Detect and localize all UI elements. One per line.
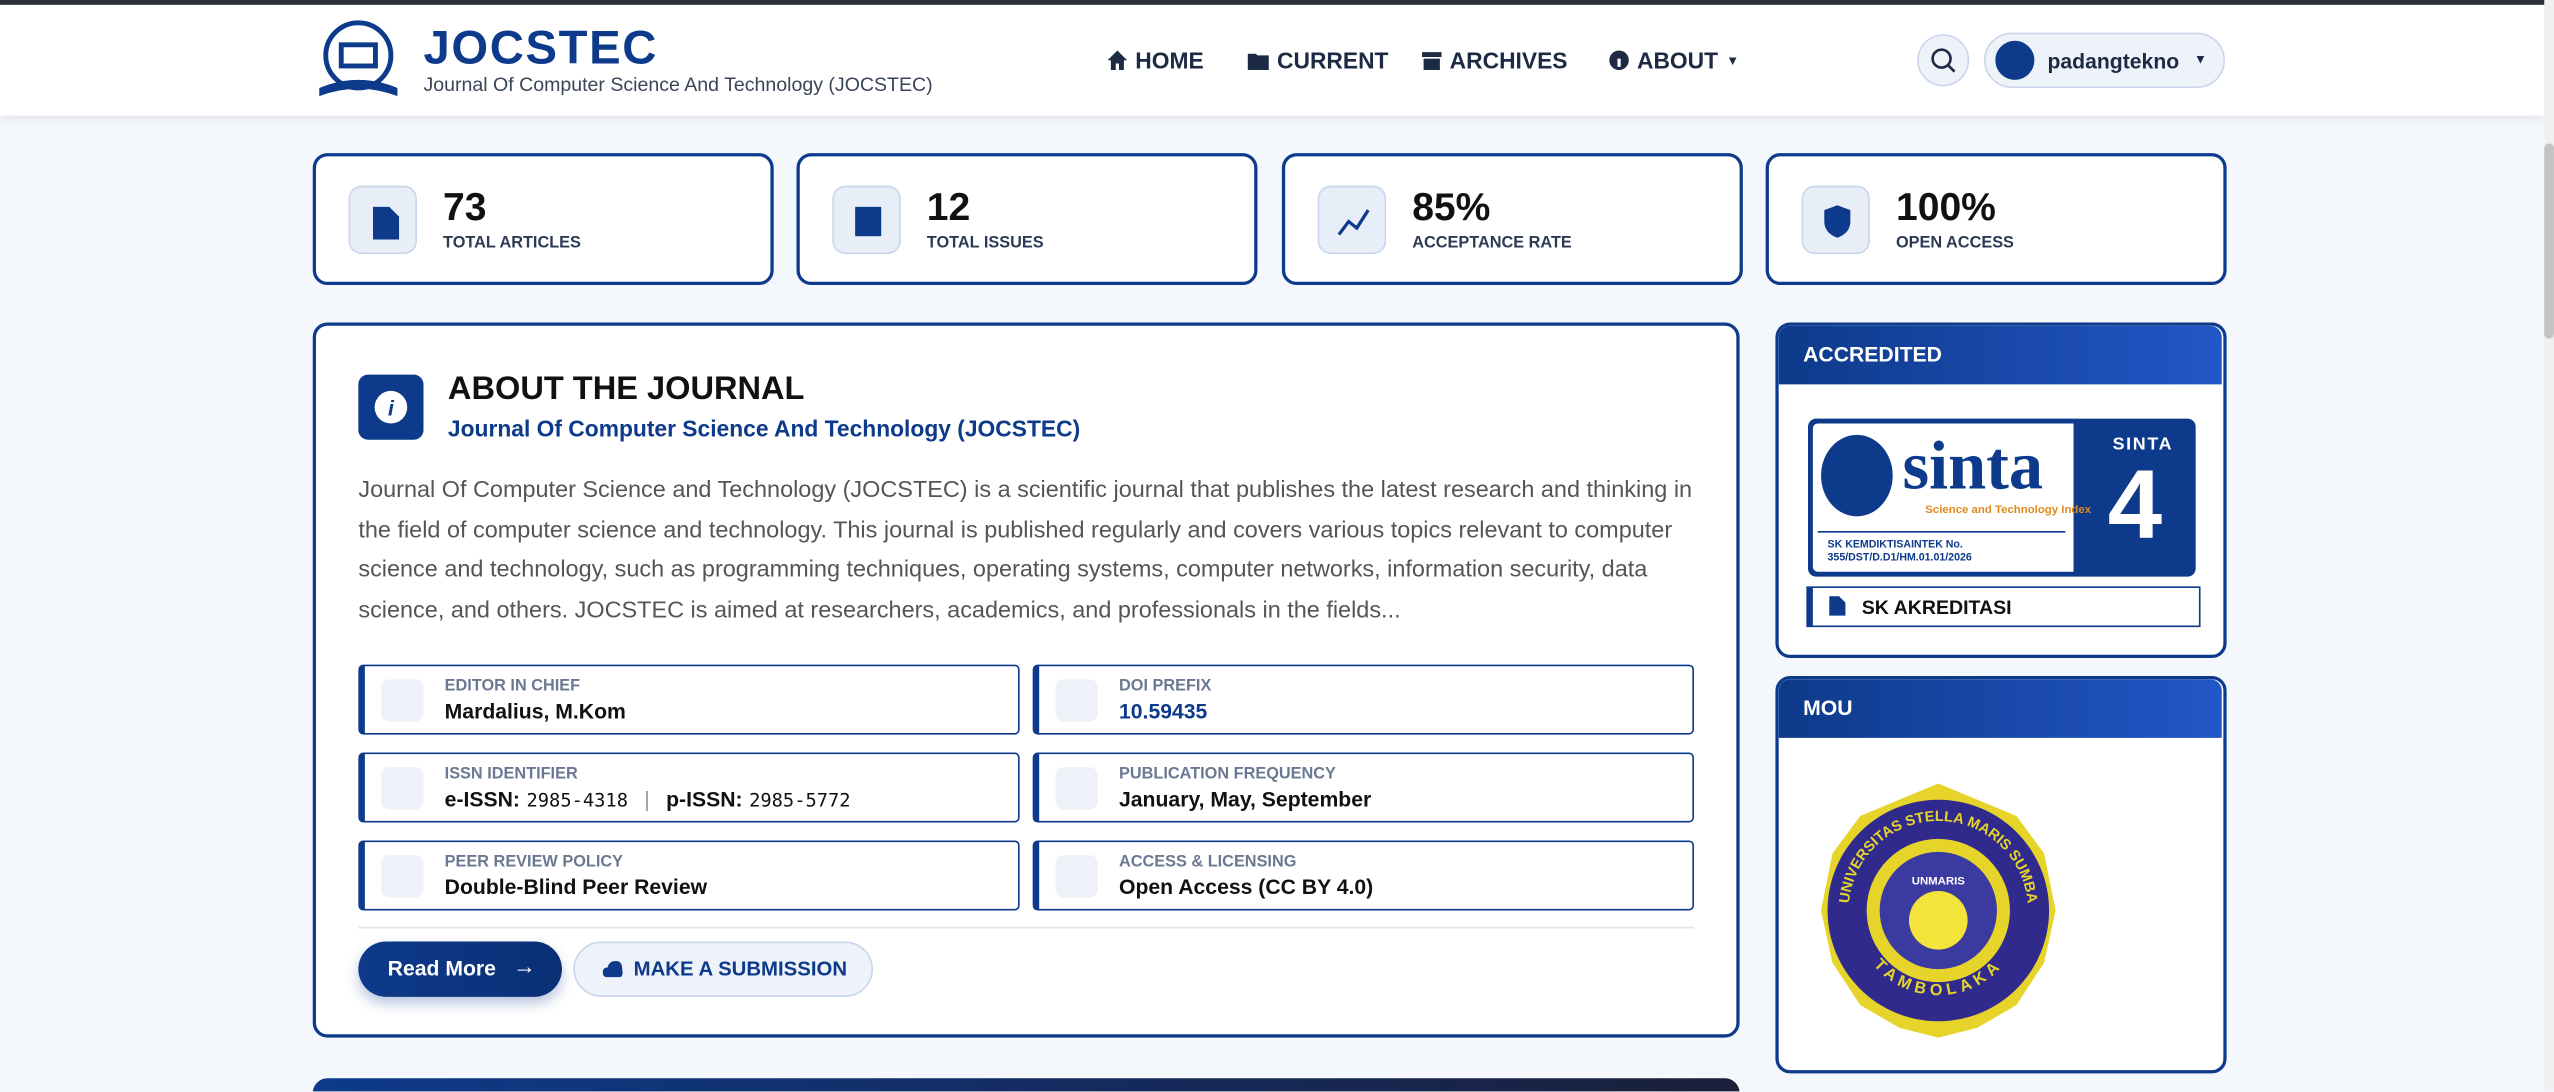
sinta-badge[interactable]: sinta Science and Technology Index SK KE… — [1808, 418, 2196, 577]
stat-label: TOTAL ISSUES — [926, 234, 1044, 253]
detail-item: ACCESS & LICENSING Open Access (CC BY 4.0… — [1032, 840, 1694, 911]
badge-rule — [1817, 530, 2066, 533]
detail-item: ISSN IDENTIFIER e-ISSN: 2985-4318 | p-ISSN: 2… — [358, 752, 1020, 823]
detail-item: PUBLICATION FREQUENCY January, May, Septe… — [1032, 752, 1694, 823]
button-label[interactable]: Read More — [387, 956, 496, 981]
stat-value: 73 — [443, 185, 487, 230]
nav-label[interactable]: ARCHIVES — [1449, 47, 1568, 74]
mou-card: MOU UNIVERSITAS STELLA MARIS SUMBA UNMAR… — [1775, 675, 2227, 1074]
caret: ▼ — [2194, 52, 2207, 67]
stat-value: 85% — [1412, 185, 1491, 230]
detail-icon — [381, 679, 424, 722]
user-name[interactable]: padangtekno — [2047, 48, 2180, 74]
stat-label: TOTAL ARTICLES — [443, 234, 581, 253]
scrollbar — [2544, 0, 2554, 1092]
stat-icon — [832, 185, 901, 255]
issn-e-label: e-ISSN: — [444, 786, 520, 812]
next-section — [312, 1078, 1740, 1092]
submission-button[interactable]: MAKE A SUBMISSION — [573, 941, 874, 997]
nav-about[interactable]: ABOUT ▼ — [1609, 47, 1739, 73]
about-subtitle: Journal Of Computer Science And Technolo… — [447, 415, 1081, 442]
detail-icon — [1055, 767, 1098, 810]
nav-label[interactable]: ABOUT — [1636, 47, 1719, 74]
issn-e-value: 2985-4318 — [526, 788, 628, 812]
detail-value: Mardalius, M.Kom — [444, 698, 626, 724]
logo-icon[interactable] — [313, 20, 404, 101]
user-menu[interactable]: padangtekno ▼ — [1983, 32, 2225, 88]
read-more-button[interactable]: Read More → — [358, 941, 562, 997]
detail-item: EDITOR IN CHIEF Mardalius, M.Kom — [358, 664, 1020, 735]
mou-title: MOU — [1778, 679, 2222, 738]
detail-icon — [381, 767, 424, 810]
top-bar — [0, 0, 2554, 5]
search-button[interactable] — [1917, 34, 1970, 87]
badge-emblem — [1821, 434, 1893, 517]
badge-sk1: SK KEMDIKTISAINTEK No. — [1827, 539, 1963, 551]
divider — [358, 926, 1694, 929]
issn-separator: | — [644, 786, 650, 812]
seal-center-text: UNMARIS — [1912, 875, 1966, 887]
detail-value: January, May, September — [1119, 786, 1372, 812]
stat-value: 12 — [926, 185, 971, 230]
stat-icon — [1801, 185, 1870, 255]
nav-archives[interactable]: ARCHIVES — [1421, 47, 1568, 74]
university-seal[interactable]: UNIVERSITAS STELLA MARIS SUMBA UNMARIS T… — [1808, 780, 2069, 1041]
detail-value: 10.59435 — [1119, 698, 1208, 724]
detail-label: ISSN IDENTIFIER — [444, 765, 578, 784]
accredited-card: ACCREDITED sinta Science and Technology … — [1775, 322, 2227, 659]
issn-p-label: p-ISSN: — [666, 786, 743, 812]
detail-label: ACCESS & LICENSING — [1119, 853, 1297, 872]
badge-level-label: SINTA — [2112, 434, 2174, 455]
nav-label[interactable]: CURRENT — [1277, 47, 1389, 74]
detail-icon — [1055, 679, 1098, 722]
detail-label: PEER REVIEW POLICY — [444, 853, 623, 872]
badge-sk2: 355/DST/D.D1/HM.01.01/2026 — [1827, 552, 1972, 564]
stat-label: ACCEPTANCE RATE — [1412, 234, 1572, 253]
detail-item: PEER REVIEW POLICY Double-Blind Peer Revi… — [358, 840, 1020, 911]
badge-tagline: Science and Technology Index — [1925, 504, 2092, 517]
avatar — [1995, 40, 2035, 80]
svg-text:i: i — [388, 397, 395, 420]
about-description: Journal Of Computer Science and Technolo… — [358, 477, 1693, 624]
nav-home[interactable]: HOME — [1107, 47, 1204, 74]
stat-card: 100% OPEN ACCESS — [1765, 153, 2227, 286]
sk-button[interactable]: SK AKREDITASI — [1806, 586, 2201, 628]
badge-level: 4 — [2107, 449, 2163, 559]
scroll-thumb[interactable] — [2544, 143, 2554, 339]
stat-icon — [1317, 185, 1387, 255]
stat-card: 12 TOTAL ISSUES — [796, 153, 1258, 286]
button-label[interactable]: SK AKREDITASI — [1861, 596, 2012, 619]
issn-p-value: 2985-5772 — [749, 788, 851, 812]
button-label[interactable]: MAKE A SUBMISSION — [633, 957, 848, 981]
logo-title[interactable]: JOCSTEC — [423, 22, 659, 75]
arrow: → — [513, 952, 536, 979]
about-card: i ABOUT THE JOURNAL Journal Of Computer … — [312, 322, 1740, 1038]
stat-card: 73 TOTAL ARTICLES — [312, 153, 774, 286]
detail-icon — [1055, 855, 1098, 898]
detail-value: e-ISSN: 2985-4318 | p-ISSN: 2985-5772 — [445, 787, 851, 811]
nav-label[interactable]: HOME — [1135, 47, 1204, 74]
detail-label: DOI PREFIX — [1119, 677, 1212, 696]
detail-icon — [381, 855, 424, 898]
accredited-title: ACCREDITED — [1778, 325, 2222, 385]
stat-value: 100% — [1895, 185, 1996, 230]
badge-brand: sinta — [1902, 430, 2044, 505]
logo-subtitle: Journal Of Computer Science And Technolo… — [423, 73, 933, 97]
detail-value: Double-Blind Peer Review — [444, 874, 708, 900]
about-icon: i — [358, 374, 424, 440]
detail-item: DOI PREFIX 10.59435 — [1032, 664, 1694, 735]
about-title: ABOUT THE JOURNAL — [447, 371, 805, 408]
stat-label: OPEN ACCESS — [1895, 234, 2014, 253]
detail-value: Open Access (CC BY 4.0) — [1119, 874, 1374, 900]
detail-label: EDITOR IN CHIEF — [444, 677, 581, 696]
stat-icon — [348, 185, 417, 255]
stat-card: 85% ACCEPTANCE RATE — [1281, 153, 1743, 286]
detail-label: PUBLICATION FREQUENCY — [1119, 765, 1336, 784]
nav-current[interactable]: CURRENT — [1247, 47, 1389, 74]
